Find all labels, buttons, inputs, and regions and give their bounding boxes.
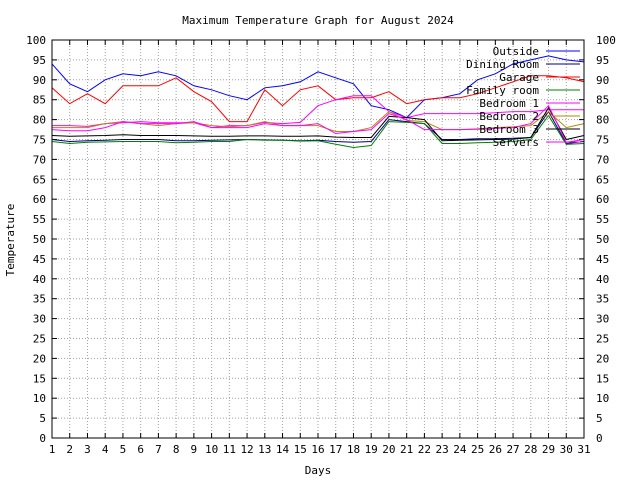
y-tick-label: 35 xyxy=(33,293,46,306)
x-tick-label: 17 xyxy=(329,443,342,456)
y-tick-label: 85 xyxy=(33,94,46,107)
y-tick-label: 10 xyxy=(33,392,46,405)
x-tick-label: 27 xyxy=(506,443,519,456)
y-tick-label-right: 85 xyxy=(596,94,609,107)
y-tick-label-right: 90 xyxy=(596,74,609,87)
y-tick-label: 95 xyxy=(33,54,46,67)
x-tick-label: 24 xyxy=(453,443,467,456)
y-tick-label: 80 xyxy=(33,114,46,127)
y-tick-label: 40 xyxy=(33,273,46,286)
legend-label-family-room: Family room xyxy=(466,84,539,97)
y-tick-label-right: 40 xyxy=(596,273,609,286)
x-tick-label: 11 xyxy=(223,443,236,456)
legend-label-garage: Garage xyxy=(499,71,539,84)
y-axis-label: Temperature xyxy=(4,204,17,277)
series-line-outside xyxy=(51,55,585,119)
x-tick-label: 26 xyxy=(489,443,502,456)
legend-label-bedroom-3: Bedroom 3 xyxy=(479,123,539,136)
x-tick-label: 6 xyxy=(137,443,144,456)
x-tick-label: 20 xyxy=(382,443,395,456)
x-tick-label: 14 xyxy=(276,443,290,456)
y-tick-label: 30 xyxy=(33,313,46,326)
x-tick-label: 5 xyxy=(120,443,127,456)
y-tick-label-right: 95 xyxy=(596,54,609,67)
x-tick-label: 8 xyxy=(173,443,180,456)
x-tick-label: 4 xyxy=(102,443,109,456)
y-tick-label-right: 50 xyxy=(596,233,609,246)
x-tick-label: 21 xyxy=(400,443,413,456)
y-tick-label: 70 xyxy=(33,153,46,166)
y-tick-label-right: 100 xyxy=(596,34,616,47)
x-tick-label: 2 xyxy=(66,443,73,456)
x-tick-label: 9 xyxy=(191,443,198,456)
y-tick-label-right: 65 xyxy=(596,173,609,186)
x-tick-label: 12 xyxy=(240,443,253,456)
y-tick-label-right: 30 xyxy=(596,313,609,326)
y-tick-label-right: 55 xyxy=(596,213,609,226)
y-tick-label: 45 xyxy=(33,253,46,266)
series-line-servers xyxy=(51,104,585,143)
chart-title: Maximum Temperature Graph for August 202… xyxy=(182,14,454,27)
y-tick-label: 100 xyxy=(26,34,46,47)
legend-label-bedroom-1: Bedroom 1 xyxy=(479,97,539,110)
y-tick-label: 55 xyxy=(33,213,46,226)
y-tick-label: 5 xyxy=(39,412,46,425)
y-tick-label: 0 xyxy=(39,432,46,445)
y-tick-label: 50 xyxy=(33,233,46,246)
x-tick-label: 22 xyxy=(418,443,431,456)
y-tick-label: 15 xyxy=(33,372,46,385)
series-lines xyxy=(51,55,585,149)
y-tick-label-right: 0 xyxy=(596,432,603,445)
x-tick-label: 3 xyxy=(84,443,91,456)
series-line-bedroom-3 xyxy=(51,106,585,142)
y-tick-label-right: 45 xyxy=(596,253,609,266)
y-tick-label-right: 70 xyxy=(596,153,609,166)
x-tick-label: 16 xyxy=(311,443,324,456)
x-tick-label: 25 xyxy=(471,443,484,456)
x-tick-label: 7 xyxy=(155,443,162,456)
y-tick-label: 20 xyxy=(33,352,46,365)
grid xyxy=(52,40,584,438)
y-tick-label-right: 20 xyxy=(596,352,609,365)
legend-label-dining-room: Dining Room xyxy=(466,58,539,71)
y-tick-label-right: 15 xyxy=(596,372,609,385)
x-tick-label: 1 xyxy=(49,443,56,456)
x-tick-label: 23 xyxy=(436,443,449,456)
x-tick-label: 31 xyxy=(577,443,590,456)
x-tick-label: 19 xyxy=(365,443,378,456)
x-tick-label: 30 xyxy=(560,443,573,456)
y-tick-label: 75 xyxy=(33,134,46,147)
x-tick-label: 15 xyxy=(294,443,307,456)
y-tick-label-right: 35 xyxy=(596,293,609,306)
series-line-family-room xyxy=(51,114,585,149)
series-line-garage xyxy=(51,75,585,123)
x-tick-label: 10 xyxy=(205,443,218,456)
y-tick-label-right: 25 xyxy=(596,333,609,346)
series-line-bedroom-1 xyxy=(52,95,584,129)
y-tick-label-right: 75 xyxy=(596,134,609,147)
plot-frame xyxy=(51,39,585,439)
y-tick-label: 65 xyxy=(33,173,46,186)
x-tick-label: 29 xyxy=(542,443,555,456)
legend-label-servers: Servers xyxy=(493,136,539,149)
y-tick-label-right: 80 xyxy=(596,114,609,127)
y-tick-label-right: 10 xyxy=(596,392,609,405)
legend-label-bedroom-2: Bedroom 2 xyxy=(479,110,539,123)
x-tick-label: 13 xyxy=(258,443,271,456)
y-tick-label-right: 5 xyxy=(596,412,603,425)
x-tick-label: 28 xyxy=(524,443,537,456)
y-tick-label: 90 xyxy=(33,74,46,87)
x-axis-label: Days xyxy=(305,464,332,477)
y-tick-label-right: 60 xyxy=(596,193,609,206)
y-tick-label: 25 xyxy=(33,333,46,346)
y-tick-label: 60 xyxy=(33,193,46,206)
legend-label-outside: Outside xyxy=(493,45,539,58)
x-tick-label: 18 xyxy=(347,443,360,456)
